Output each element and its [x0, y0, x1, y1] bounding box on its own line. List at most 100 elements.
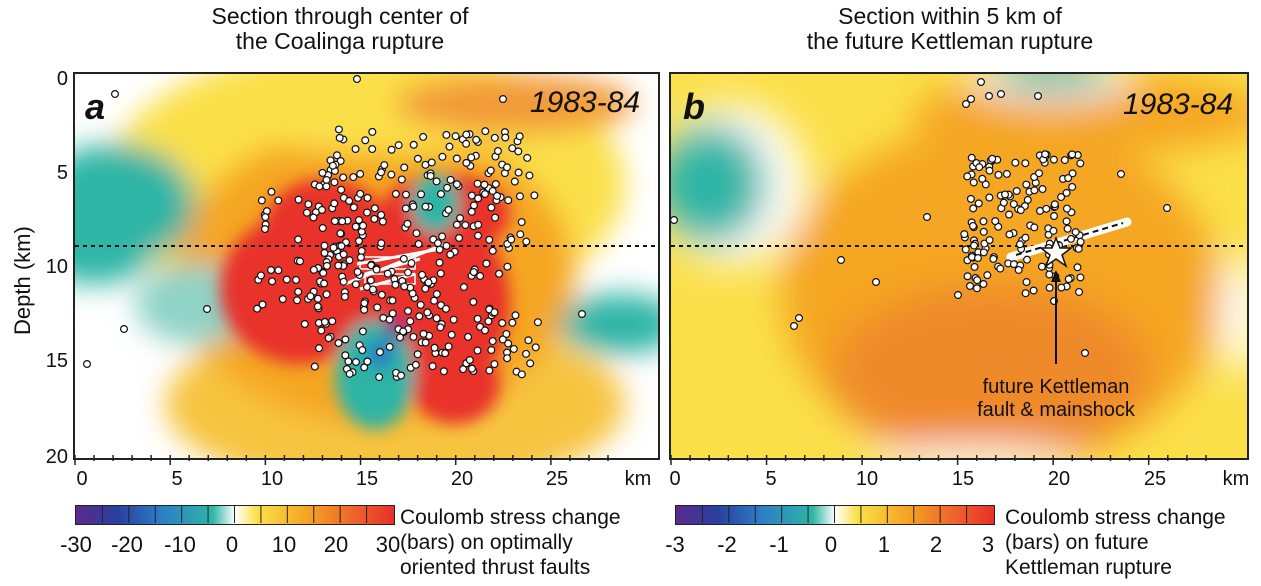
earthquake-dot — [421, 202, 430, 211]
earthquake-dot — [1034, 92, 1043, 101]
earthquake-dot — [407, 259, 416, 268]
earthquake-dot — [487, 203, 496, 212]
cb-b-tick-1: -2 — [717, 532, 737, 557]
earthquake-dot — [1071, 228, 1080, 237]
earthquake-dot — [474, 231, 483, 240]
earthquake-dot — [1049, 155, 1058, 164]
earthquake-dot — [996, 264, 1005, 273]
earthquake-dot — [464, 332, 473, 341]
earthquake-dot — [671, 216, 678, 224]
y-tick-10: 10 — [45, 256, 68, 278]
earthquake-dot — [300, 320, 309, 329]
earthquake-dot — [979, 227, 988, 236]
panel-a-x-tick-25: 25 — [545, 468, 569, 490]
earthquake-dot — [320, 279, 329, 288]
earthquake-dot — [1029, 286, 1038, 295]
earthquake-dot — [400, 282, 409, 291]
earthquake-dot — [1014, 265, 1023, 274]
panel-b-annotation: future Kettleman fault & mainshock — [976, 376, 1136, 422]
panel-a-x-ticks — [74, 455, 609, 465]
earthquake-dot — [979, 248, 988, 257]
earthquake-dot — [979, 280, 988, 289]
earthquake-dot — [1063, 224, 1072, 233]
cb-a-tick-4: 10 — [271, 532, 297, 557]
earthquake-dot — [322, 261, 331, 270]
earthquake-dot — [966, 194, 975, 203]
earthquake-dot — [490, 133, 499, 142]
earthquake-dot — [1068, 182, 1077, 191]
earthquake-dot — [469, 268, 478, 277]
earthquake-dot — [455, 234, 464, 243]
earthquake-dot — [437, 190, 446, 199]
earthquake-dot — [1163, 204, 1172, 213]
earthquake-dot — [530, 191, 539, 200]
earthquake-dot — [406, 317, 415, 326]
earthquake-dot — [399, 327, 408, 336]
earthquake-dot — [983, 271, 992, 280]
earthquake-dot — [400, 163, 409, 172]
earthquake-dot — [498, 335, 507, 344]
earthquake-dot — [1076, 159, 1085, 168]
earthquake-dot — [1012, 186, 1021, 195]
earthquake-dot — [979, 217, 988, 226]
panel-a-x-tick-15: 15 — [355, 468, 379, 490]
earthquake-dot — [515, 132, 524, 141]
earthquake-dot — [1041, 150, 1050, 159]
earthquake-dot — [357, 246, 366, 255]
earthquake-dot — [401, 190, 410, 199]
earthquake-dot — [322, 175, 331, 184]
earthquake-dot — [1030, 186, 1039, 195]
earthquake-dot — [452, 154, 461, 163]
earthquake-dot — [363, 208, 372, 217]
earthquake-dot — [961, 245, 970, 254]
earthquake-dot — [419, 329, 428, 338]
earthquake-dot — [467, 153, 476, 162]
earthquake-dot — [322, 182, 331, 191]
y-axis-label: Depth (km) — [10, 226, 35, 335]
earthquake-dot — [302, 208, 311, 217]
earthquake-dot — [356, 253, 365, 262]
earthquake-dot — [320, 248, 329, 257]
earthquake-dot — [424, 278, 433, 287]
earthquake-dot — [267, 187, 276, 196]
earthquake-dot — [508, 318, 517, 327]
earthquake-dot — [328, 161, 337, 170]
panel-b-x-tick-10: 10 — [855, 468, 879, 490]
earthquake-dot — [341, 351, 350, 360]
earthquake-dot — [413, 350, 422, 359]
earthquake-dot — [428, 362, 437, 371]
earthquake-dot — [1035, 169, 1044, 178]
earthquake-dot — [465, 356, 474, 365]
earthquake-dot — [339, 277, 348, 286]
panel-a-x-tick-0: 0 — [76, 468, 88, 490]
earthquake-dot — [999, 198, 1008, 207]
panel-a-year: 1983-84 — [530, 86, 641, 119]
panel-b-x-tick-20: 20 — [1047, 468, 1071, 490]
earthquake-dot — [963, 172, 972, 181]
earthquake-dot — [503, 262, 512, 271]
earthquake-dot — [438, 232, 447, 241]
earthquake-dot — [360, 305, 369, 314]
earthquake-dot — [403, 219, 412, 228]
earthquake-dot — [994, 170, 1003, 179]
earthquake-dot — [1062, 188, 1071, 197]
earthquake-dot — [430, 296, 439, 305]
earthquake-dot — [481, 189, 490, 198]
earthquake-dot — [480, 180, 489, 189]
earthquake-dot — [503, 163, 512, 172]
annotation-arrow-head-icon — [1051, 270, 1061, 282]
panel-b-x-unit: km — [1222, 468, 1250, 490]
earthquake-dot — [1049, 226, 1058, 235]
earthquake-dot — [375, 348, 384, 357]
earthquake-dot — [1060, 156, 1069, 165]
cb-a-caption-3: oriented thrust faults — [400, 556, 591, 579]
earthquake-dot — [972, 284, 981, 293]
earthquake-dot — [981, 180, 990, 189]
earthquake-dot — [377, 210, 386, 219]
earthquake-dot — [997, 90, 1006, 99]
earthquake-dot — [474, 194, 483, 203]
earthquake-dot — [508, 144, 517, 153]
earthquake-dot — [313, 302, 322, 311]
cb-b-tick-4: 1 — [877, 532, 891, 557]
earthquake-dot — [253, 304, 262, 313]
